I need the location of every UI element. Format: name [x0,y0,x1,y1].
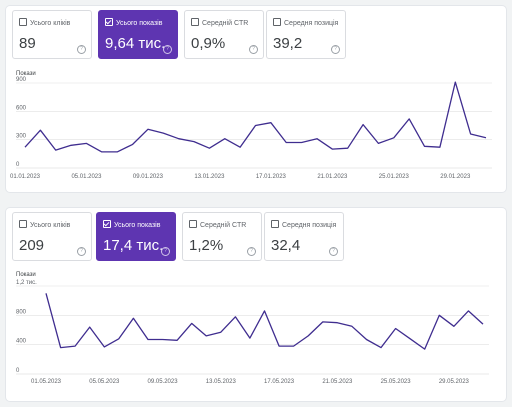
average-ctr-card[interactable]: Середній CTR 0,9% ? [184,10,264,59]
y-tick-label: 900 [16,77,27,83]
card-label-text: Середній CTR [202,20,249,27]
checkbox-icon[interactable] [19,220,27,228]
x-tick-label: 01.01.2023 [10,174,41,180]
checkbox-icon[interactable] [19,18,27,26]
average-position-card[interactable]: Середня позиція 32,4 ? [264,212,344,261]
total-impressions-card[interactable]: Усього показів 9,64 тис. ? [98,10,178,59]
x-tick-label: 29.05.2023 [439,379,470,385]
card-label-text: Середня позиція [282,222,337,229]
card-label-text: Середня позиція [284,20,339,27]
help-icon[interactable]: ? [247,247,256,256]
impressions-chart: Покази 0 400 800 1,2 тис. 01.05.2023 05.05.202… [16,272,489,385]
help-icon[interactable]: ? [163,45,172,54]
x-tick-label: 17.01.2023 [256,174,287,180]
card-label-text: Усього кліків [30,222,71,229]
x-tick-label: 29.01.2023 [440,174,471,180]
total-clicks-card[interactable]: Усього кліків 209 ? [12,212,92,261]
total-impressions-label: Усього показів [105,18,162,28]
average-ctr-label: Середній CTR [189,220,246,230]
checkbox-checked-icon[interactable] [103,220,111,228]
card-label-text: Усього кліків [30,20,71,27]
help-icon[interactable]: ? [161,247,170,256]
checkbox-icon[interactable] [191,18,199,26]
y-tick-label: 0 [16,162,20,168]
total-clicks-card[interactable]: Усього кліків 89 ? [12,10,92,59]
checkbox-icon[interactable] [189,220,197,228]
metric-cards: Усього кліків 209 ? Усього показів 17,4 … [12,212,352,267]
x-tick-label: 13.01.2023 [194,174,225,180]
y-tick-label: 400 [16,339,27,345]
average-ctr-value: 0,9% [191,35,226,52]
x-tick-label: 09.01.2023 [133,174,164,180]
average-position-label: Середня позиція [271,220,336,230]
help-icon[interactable]: ? [329,247,338,256]
average-ctr-label: Середній CTR [191,18,248,28]
x-tick-label: 25.05.2023 [381,379,412,385]
y-tick-label: 1,2 тис. [16,280,37,286]
help-icon[interactable]: ? [77,247,86,256]
total-impressions-value: 17,4 тис. [103,237,164,254]
x-tick-label: 05.05.2023 [89,379,120,385]
total-impressions-value: 9,64 тис. [105,35,166,52]
total-clicks-value: 209 [19,237,45,254]
total-impressions-card[interactable]: Усього показів 17,4 тис. ? [96,212,176,261]
total-impressions-label: Усього показів [103,220,160,230]
card-label-text: Усього показів [114,222,161,229]
y-tick-label: 800 [16,309,27,315]
metric-cards: Усього кліків 89 ? Усього показів 9,64 т… [12,10,352,65]
total-clicks-value: 89 [19,35,36,52]
y-tick-label: 300 [16,134,27,140]
help-icon[interactable]: ? [331,45,340,54]
x-tick-label: 05.01.2023 [71,174,102,180]
checkbox-icon[interactable] [271,220,279,228]
help-icon[interactable]: ? [249,45,258,54]
y-tick-label: 0 [16,368,20,374]
average-position-label: Середня позиція [273,18,338,28]
x-tick-label: 13.05.2023 [206,379,237,385]
checkbox-icon[interactable] [273,18,281,26]
impressions-chart: Покази 0 300 600 900 01.01.2023 05.01.2023 09.0… [10,71,492,180]
average-position-value: 39,2 [273,35,303,52]
x-tick-label: 21.01.2023 [317,174,348,180]
total-clicks-label: Усього кліків [19,18,70,28]
help-icon[interactable]: ? [77,45,86,54]
x-tick-label: 17.05.2023 [264,379,295,385]
checkbox-checked-icon[interactable] [105,18,113,26]
y-axis-title: Покази [16,71,36,77]
x-tick-label: 09.05.2023 [148,379,179,385]
performance-panel-january: Усього кліків 89 ? Усього показів 9,64 т… [6,6,506,192]
average-ctr-value: 1,2% [189,237,224,254]
card-label-text: Середній CTR [200,222,247,229]
y-tick-label: 600 [16,105,27,111]
impressions-series-line [45,293,484,350]
performance-panel-may: Усього кліків 209 ? Усього показів 17,4 … [6,208,506,401]
average-position-value: 32,4 [271,237,301,254]
average-ctr-card[interactable]: Середній CTR 1,2% ? [182,212,262,261]
x-tick-label: 25.01.2023 [379,174,410,180]
x-tick-label: 01.05.2023 [31,379,62,385]
card-label-text: Усього показів [116,20,163,27]
impressions-series-line [24,81,487,153]
x-tick-label: 21.05.2023 [322,379,353,385]
average-position-card[interactable]: Середня позиція 39,2 ? [266,10,346,59]
total-clicks-label: Усього кліків [19,220,70,230]
y-axis-title: Покази [16,272,36,278]
